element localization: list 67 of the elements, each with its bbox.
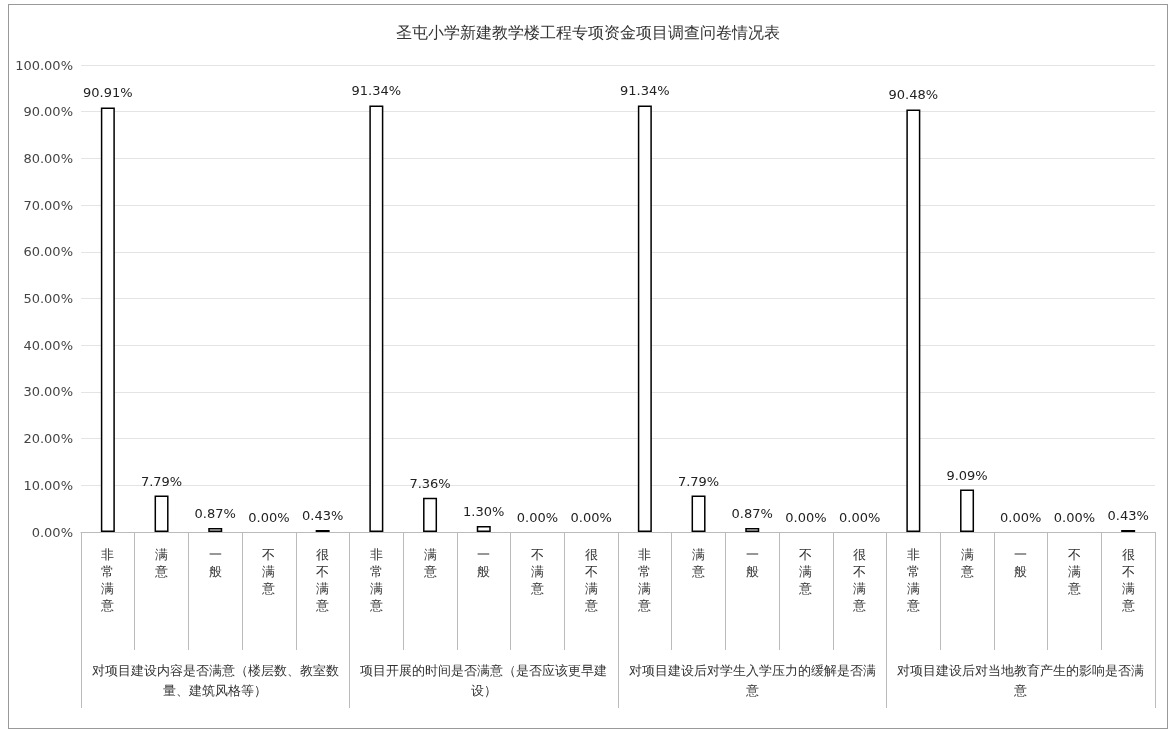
y-tick-label: 50.00% — [23, 291, 73, 306]
bar — [476, 525, 491, 532]
data-label: 0.00% — [248, 510, 290, 525]
x-tick-label: 不满意 — [1066, 547, 1081, 596]
data-label: 7.36% — [409, 475, 451, 491]
text: 项目开展的时间是否满意（是否应该更早建设） — [360, 662, 608, 698]
data-label: 0.00% — [1000, 510, 1042, 525]
text: 对项目建设内容是否满意（楼层数、教室数量、建筑风格等） — [91, 662, 339, 698]
x-tick-label: 满意 — [154, 547, 169, 579]
data-label: 0.00% — [516, 510, 559, 525]
y-tick-label: 90.00% — [23, 104, 73, 120]
data-label: 91.34% — [620, 83, 670, 99]
data-label: 0.43% — [1107, 507, 1149, 523]
x-tick-label: 满意 — [959, 547, 974, 579]
bar — [637, 105, 652, 532]
data-label: 90.48% — [888, 87, 939, 103]
data-label: 7.79% — [677, 473, 720, 489]
chart-title: 圣屯小学新建教学楼工程专项资金项目调查问卷情况表 — [396, 22, 780, 42]
data-label: 91.34% — [351, 83, 402, 99]
x-tick-label: 一般 — [477, 547, 491, 579]
bar — [691, 495, 706, 532]
data-label: 7.79% — [140, 473, 183, 489]
bar — [100, 107, 115, 532]
y-tick-label: 10.00% — [23, 477, 73, 493]
bar — [745, 527, 760, 532]
x-tick-label: 很不满意 — [1120, 547, 1135, 613]
x-tick-label: 非常满意 — [637, 547, 652, 613]
x-tick-label: 不满意 — [798, 547, 813, 596]
x-tick-label: 非常满意 — [368, 547, 383, 613]
x-tick-label: 很不满意 — [852, 547, 867, 613]
bar — [154, 495, 169, 532]
x-tick-label: 非常满意 — [100, 547, 115, 613]
x-tick-label: 一般 — [208, 547, 222, 579]
data-label: 0.87% — [194, 505, 236, 521]
text: 对项目建设后对学生入学压力的缓解是否满意 — [628, 662, 876, 698]
x-tick-label: 很不满意 — [583, 547, 598, 613]
x-tick-label: 满意 — [691, 547, 706, 579]
x-tick-label: 非常满意 — [905, 547, 920, 613]
text: 对项目建设后对当地教育产生的影响是否满意 — [897, 662, 1145, 698]
data-label: 0.00% — [785, 510, 827, 525]
y-tick-label: 0.00% — [31, 524, 73, 540]
y-tick-label: 70.00% — [23, 197, 73, 213]
y-tick-label: 40.00% — [23, 337, 73, 353]
y-tick-label: 30.00% — [23, 384, 73, 400]
bar — [423, 497, 438, 532]
data-label: 0.00% — [1053, 510, 1096, 525]
data-label: 0.87% — [731, 505, 773, 521]
y-tick-label: 60.00% — [23, 244, 73, 260]
data-label: 1.30% — [463, 503, 505, 519]
x-tick-label: 一般 — [745, 547, 759, 579]
y-tick-label: 80.00% — [23, 150, 73, 166]
bar — [906, 109, 921, 532]
data-label: 9.09% — [946, 467, 988, 483]
x-tick-label: 不满意 — [261, 547, 276, 596]
x-tick-label: 很不满意 — [315, 547, 330, 613]
bar — [208, 527, 223, 532]
data-label: 0.00% — [570, 510, 612, 525]
data-label: 0.43% — [301, 507, 344, 523]
bar — [960, 489, 975, 532]
x-tick-label: 不满意 — [529, 547, 544, 596]
x-tick-label: 满意 — [422, 547, 437, 579]
y-tick-label: 20.00% — [23, 431, 73, 447]
y-tick-label: 100.00% — [15, 57, 73, 73]
data-label: 90.91% — [83, 85, 133, 101]
bar — [369, 105, 384, 532]
x-tick-label: 一般 — [1014, 547, 1028, 579]
data-label: 0.00% — [838, 510, 881, 525]
